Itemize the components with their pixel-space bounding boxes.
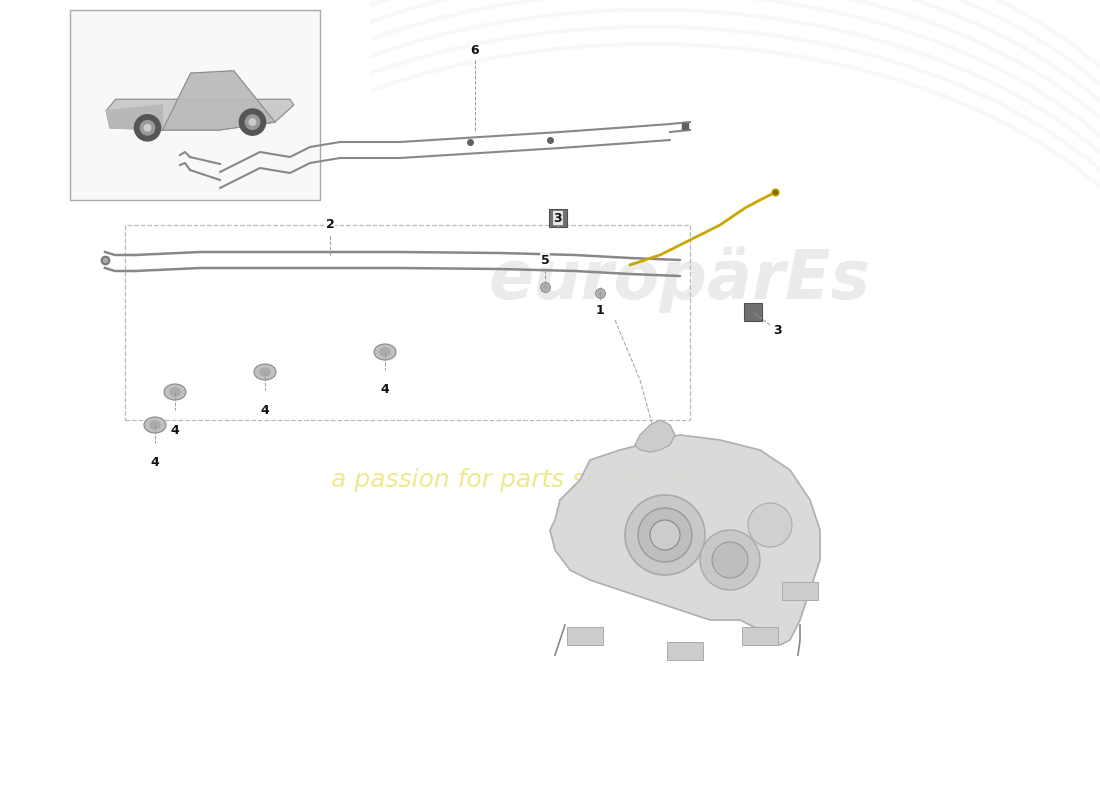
Ellipse shape xyxy=(379,348,390,356)
Ellipse shape xyxy=(374,344,396,360)
Bar xyxy=(549,209,566,227)
Polygon shape xyxy=(107,105,163,130)
Circle shape xyxy=(748,503,792,547)
Circle shape xyxy=(240,109,265,135)
Circle shape xyxy=(712,542,748,578)
Bar xyxy=(742,627,778,645)
Text: europärEs: europärEs xyxy=(490,246,871,314)
Polygon shape xyxy=(635,420,675,452)
Circle shape xyxy=(134,114,161,141)
Circle shape xyxy=(141,121,155,135)
Ellipse shape xyxy=(144,417,166,433)
Bar xyxy=(667,642,703,660)
Ellipse shape xyxy=(254,364,276,380)
Text: 3: 3 xyxy=(773,323,782,337)
Ellipse shape xyxy=(164,384,186,400)
Text: a passion for parts since 1985: a passion for parts since 1985 xyxy=(331,468,708,492)
Bar xyxy=(744,303,762,321)
Circle shape xyxy=(245,115,260,130)
Text: 6: 6 xyxy=(471,43,480,57)
Ellipse shape xyxy=(150,421,160,429)
Circle shape xyxy=(700,530,760,590)
Polygon shape xyxy=(107,99,294,130)
Text: 3: 3 xyxy=(553,211,562,225)
Text: 4: 4 xyxy=(381,383,389,397)
Ellipse shape xyxy=(170,388,180,396)
Text: 4: 4 xyxy=(261,403,270,417)
Circle shape xyxy=(144,125,151,131)
Text: 4: 4 xyxy=(170,423,179,437)
Circle shape xyxy=(625,495,705,575)
Text: 2: 2 xyxy=(326,218,334,231)
Text: 4: 4 xyxy=(151,457,160,470)
Circle shape xyxy=(638,508,692,562)
Bar xyxy=(782,582,818,600)
Text: 5: 5 xyxy=(540,254,549,266)
Text: 1: 1 xyxy=(595,303,604,317)
Ellipse shape xyxy=(260,368,270,376)
Circle shape xyxy=(250,119,256,126)
Bar xyxy=(566,627,603,645)
Bar xyxy=(70,10,320,200)
Polygon shape xyxy=(163,71,275,130)
Circle shape xyxy=(650,520,680,550)
Polygon shape xyxy=(550,435,820,645)
